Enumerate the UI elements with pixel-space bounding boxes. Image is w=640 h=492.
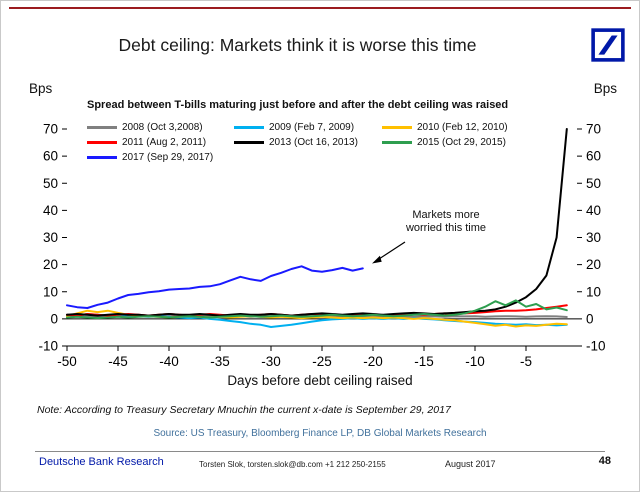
legend-swatch <box>234 125 264 129</box>
legend-swatch <box>87 155 117 159</box>
legend-label: 2015 (Oct 29, 2015) <box>417 136 506 148</box>
y-tick-label-left: 70 <box>43 122 58 137</box>
legend-swatch <box>382 125 412 129</box>
y-tick-label-right: 60 <box>586 149 601 164</box>
y-tick-label-right: 20 <box>586 257 601 272</box>
y-tick-label-left: 40 <box>43 203 58 218</box>
y-axis-unit-left: Bps <box>29 81 53 96</box>
page-title: Debt ceiling: Markets think it is worse … <box>118 35 477 55</box>
x-axis-title: Days before debt ceiling raised <box>227 373 413 388</box>
y-tick-label-left: 60 <box>43 149 58 164</box>
y-tick-label-right: -10 <box>586 339 606 354</box>
series-line-2015 <box>66 299 568 320</box>
legend-label: 2013 (Oct 16, 2013) <box>269 136 358 148</box>
footer-rule <box>35 451 605 452</box>
x-tick-label: -45 <box>108 354 128 369</box>
footer-date: August 2017 <box>445 459 496 469</box>
x-tick-label: -50 <box>57 354 77 369</box>
annotation-arrowhead-icon <box>372 255 382 264</box>
y-tick-label-left: -10 <box>38 339 58 354</box>
legend-label: 2017 (Sep 29, 2017) <box>122 151 214 163</box>
footer-contact: Torsten Slok, torsten.slok@db.com +1 212… <box>199 460 386 469</box>
source-line: Source: US Treasury, Bloomberg Finance L… <box>153 428 487 439</box>
legend-swatch <box>382 140 412 144</box>
y-tick-label-left: 50 <box>43 176 58 191</box>
footer-brand: Deutsche Bank Research <box>39 456 164 468</box>
x-tick-label: -25 <box>312 354 332 369</box>
legend-item-2010: 2010 (Feb 12, 2010) <box>382 120 534 134</box>
top-rule <box>9 7 631 9</box>
x-tick-label: -30 <box>261 354 281 369</box>
y-tick-label-left: 0 <box>50 311 58 326</box>
legend-label: 2011 (Aug 2, 2011) <box>122 136 207 148</box>
annotation-arrow <box>378 241 406 260</box>
legend-swatch <box>234 140 264 144</box>
deutsche-bank-logo-icon <box>591 28 625 62</box>
legend-item-2015: 2015 (Oct 29, 2015) <box>382 135 534 149</box>
legend-swatch <box>87 125 117 129</box>
chart-annotation: Markets more worried this time <box>405 209 487 234</box>
legend-label: 2010 (Feb 12, 2010) <box>417 121 508 133</box>
legend-swatch <box>87 140 117 144</box>
y-tick-label-right: 0 <box>586 311 594 326</box>
y-tick-label-left: 30 <box>43 230 58 245</box>
x-tick-label: -40 <box>159 354 179 369</box>
x-tick-label: -20 <box>363 354 383 369</box>
legend-label: 2008 (Oct 3,2008) <box>122 121 203 133</box>
x-tick-label: -15 <box>414 354 434 369</box>
y-tick-label-right: 50 <box>586 176 601 191</box>
series-line-2017 <box>66 265 364 309</box>
footnote: Note: According to Treasury Secretary Mn… <box>37 404 451 416</box>
legend-item-2017: 2017 (Sep 29, 2017) <box>87 150 234 164</box>
x-tick-label: -35 <box>210 354 230 369</box>
legend-item-2011: 2011 (Aug 2, 2011) <box>87 135 234 149</box>
legend-label: 2009 (Feb 7, 2009) <box>269 121 355 133</box>
y-axis-unit-right: Bps <box>593 81 617 96</box>
y-tick-label-right: 10 <box>586 284 601 299</box>
y-tick-label-right: 40 <box>586 203 601 218</box>
y-tick-label-right: 70 <box>586 122 601 137</box>
chart-subtitle: Spread between T-bills maturing just bef… <box>87 99 509 111</box>
y-tick-label-right: 30 <box>586 230 601 245</box>
x-tick-label: -5 <box>520 354 532 369</box>
y-tick-label-left: 10 <box>43 284 58 299</box>
y-tick-label-left: 20 <box>43 257 58 272</box>
legend-item-2008: 2008 (Oct 3,2008) <box>87 120 234 134</box>
page-number: 48 <box>598 455 611 467</box>
legend-item-2009: 2009 (Feb 7, 2009) <box>234 120 382 134</box>
x-tick-label: -10 <box>465 354 485 369</box>
legend-item-2013: 2013 (Oct 16, 2013) <box>234 135 382 149</box>
legend: 2008 (Oct 3,2008) 2009 (Feb 7, 2009) 2010 … <box>87 120 534 164</box>
